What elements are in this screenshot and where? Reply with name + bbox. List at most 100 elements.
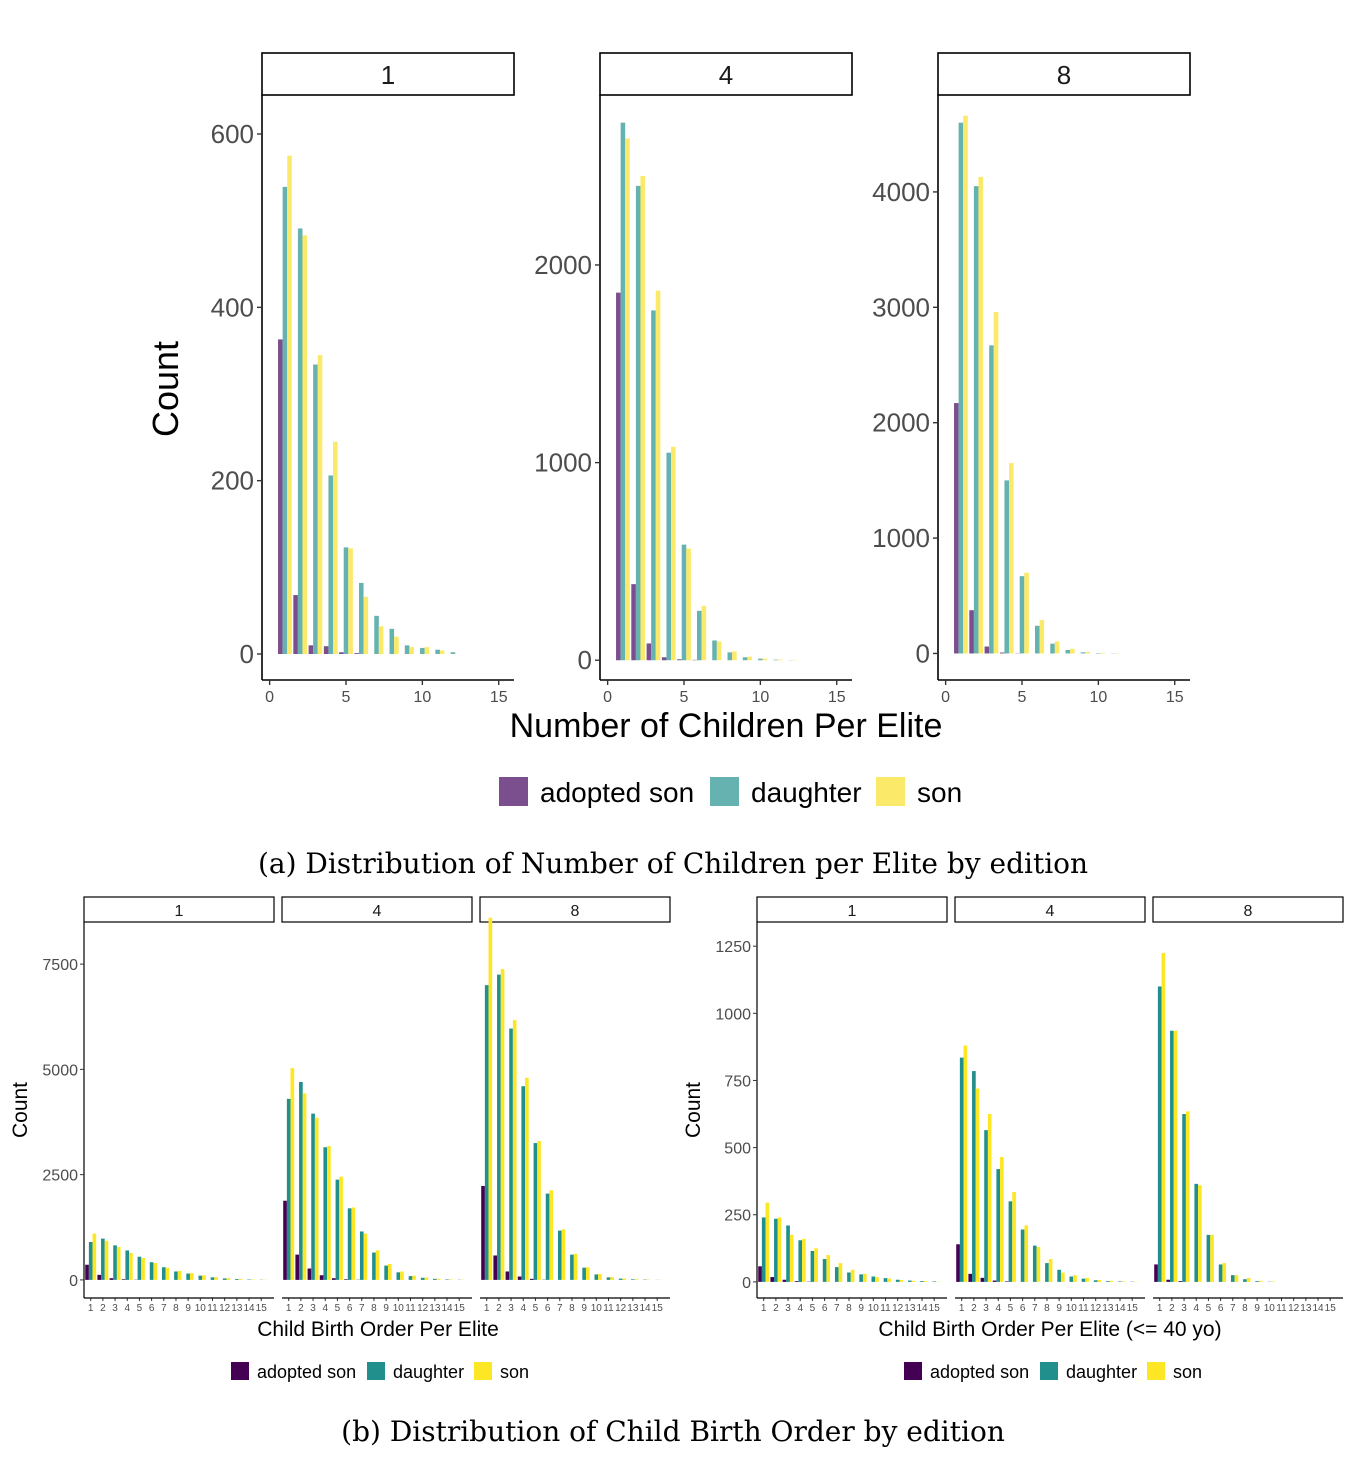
x-tick-label: 7 bbox=[1032, 1303, 1038, 1314]
bar-son bbox=[640, 176, 646, 661]
bar-adopted-son bbox=[85, 1264, 89, 1280]
top-x-axis-title: Number of Children Per Elite bbox=[510, 707, 943, 745]
bar-daughter bbox=[313, 364, 318, 654]
bar-daughter bbox=[210, 1277, 215, 1280]
bottom-right-chart: Count Child Birth Order Per Elite (<= 40… bbox=[682, 896, 1344, 1382]
bar-daughter bbox=[358, 582, 364, 654]
bar-son bbox=[610, 1277, 614, 1280]
facet-strip bbox=[281, 896, 473, 923]
bar-son bbox=[789, 1234, 794, 1282]
x-tick-label: 14 bbox=[441, 1303, 453, 1314]
bar-son bbox=[141, 1258, 145, 1280]
bar-son bbox=[287, 155, 292, 654]
x-tick-label: 4 bbox=[520, 1303, 526, 1314]
bar-son bbox=[116, 1247, 121, 1280]
y-tick-label: 400 bbox=[211, 292, 254, 322]
bar-son bbox=[1246, 1277, 1251, 1282]
bar-daughter bbox=[1170, 1030, 1174, 1282]
bar-daughter bbox=[798, 1240, 803, 1282]
x-tick-label: 15 bbox=[490, 689, 508, 706]
x-tick-label: 5 bbox=[1018, 689, 1027, 706]
bar-daughter bbox=[774, 1218, 778, 1282]
bar-son bbox=[153, 1263, 158, 1280]
bar-adopted-son bbox=[295, 1254, 300, 1280]
bar-son bbox=[1036, 1246, 1041, 1282]
legend-label-daughter: daughter bbox=[1066, 1362, 1137, 1382]
y-tick-label: 1250 bbox=[715, 939, 751, 956]
x-tick-label: 11 bbox=[1276, 1303, 1287, 1314]
x-tick-label: 4 bbox=[797, 1303, 803, 1314]
bar-adopted-son bbox=[969, 610, 974, 654]
bar-son bbox=[314, 1117, 319, 1280]
legend-label-adopted-son: adopted son bbox=[930, 1362, 1029, 1382]
x-tick-label: 14 bbox=[243, 1303, 255, 1314]
bar-son bbox=[400, 1271, 404, 1280]
x-tick-label: 10 bbox=[195, 1303, 207, 1314]
bar-daughter bbox=[635, 185, 641, 661]
bar-son bbox=[439, 650, 445, 654]
x-tick-label: 7 bbox=[359, 1303, 365, 1314]
bar-son bbox=[850, 1269, 855, 1282]
bar-son bbox=[409, 647, 414, 654]
x-tick-label: 2 bbox=[298, 1303, 304, 1314]
bar-daughter bbox=[1020, 1229, 1025, 1282]
bar-daughter bbox=[389, 628, 395, 654]
bar-son bbox=[655, 290, 661, 661]
bar-daughter bbox=[1032, 1245, 1037, 1282]
bar-son bbox=[189, 1273, 194, 1280]
bar-son bbox=[975, 1088, 980, 1282]
bar-son bbox=[862, 1273, 867, 1282]
bar-daughter bbox=[786, 1225, 790, 1282]
bar-daughter bbox=[666, 452, 672, 661]
x-tick-label: 1 bbox=[88, 1303, 94, 1314]
bar-son bbox=[226, 1278, 231, 1280]
bar-daughter bbox=[570, 1254, 574, 1280]
x-tick-label: 1 bbox=[959, 1303, 965, 1314]
bar-son bbox=[177, 1271, 182, 1280]
facet-strip bbox=[479, 896, 671, 923]
bar-son bbox=[963, 115, 968, 654]
bar-adopted-son bbox=[1166, 1279, 1171, 1282]
x-tick-label: 12 bbox=[1090, 1303, 1102, 1314]
bar-daughter bbox=[1057, 1269, 1061, 1282]
bar-son bbox=[250, 1279, 255, 1280]
bar-daughter bbox=[1045, 1263, 1049, 1282]
bar-daughter bbox=[620, 122, 626, 661]
bar-daughter bbox=[404, 645, 410, 654]
x-tick-label: 3 bbox=[112, 1303, 118, 1314]
bar-adopted-son bbox=[646, 643, 652, 661]
x-tick-label: 6 bbox=[822, 1303, 828, 1314]
facet-strip-label: 1 bbox=[381, 60, 395, 90]
bar-son bbox=[1173, 1030, 1178, 1282]
bar-son bbox=[1234, 1275, 1239, 1282]
x-tick-label: 12 bbox=[615, 1303, 627, 1314]
legend-label-son: son bbox=[500, 1362, 529, 1382]
x-tick-label: 4 bbox=[995, 1303, 1001, 1314]
x-tick-label: 15 bbox=[1325, 1303, 1337, 1314]
legend-label-son: son bbox=[917, 777, 962, 808]
bar-adopted-son bbox=[323, 646, 329, 654]
bar-daughter bbox=[773, 659, 778, 661]
bar-daughter bbox=[1218, 1264, 1223, 1282]
bar-adopted-son bbox=[1154, 1264, 1158, 1282]
x-tick-label: 10 bbox=[591, 1303, 603, 1314]
bar-daughter bbox=[88, 1242, 93, 1280]
x-tick-label: 8 bbox=[1044, 1303, 1050, 1314]
bar-daughter bbox=[1008, 1201, 1013, 1282]
bar-son bbox=[333, 441, 338, 654]
bar-son bbox=[1054, 641, 1060, 654]
x-tick-label: 1 bbox=[286, 1303, 292, 1314]
bar-daughter bbox=[282, 186, 288, 654]
bar-daughter bbox=[323, 1147, 328, 1280]
x-tick-label: 10 bbox=[413, 689, 431, 706]
caption-a: (a) Distribution of Number of Children p… bbox=[258, 847, 1088, 880]
y-tick-label: 250 bbox=[724, 1208, 751, 1225]
bar-daughter bbox=[445, 1279, 449, 1280]
bar-adopted-son bbox=[1178, 1281, 1183, 1282]
x-tick-label: 14 bbox=[639, 1303, 651, 1314]
x-tick-label: 13 bbox=[627, 1303, 639, 1314]
top-y-axis-title: Count bbox=[145, 341, 186, 437]
x-tick-label: 9 bbox=[383, 1303, 389, 1314]
